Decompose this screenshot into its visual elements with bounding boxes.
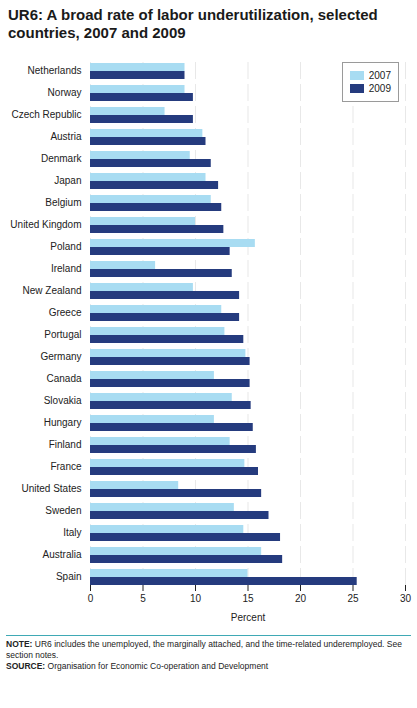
svg-text:10: 10 — [190, 593, 202, 604]
html-text:2009: 2009 — [368, 83, 391, 94]
svg-text:Denmark: Denmark — [41, 153, 83, 164]
svg-text:Ireland: Ireland — [51, 263, 82, 274]
svg-text:United Kingdom: United Kingdom — [10, 219, 81, 230]
svg-text:30: 30 — [400, 593, 412, 604]
svg-text:Canada: Canada — [46, 373, 81, 384]
html-text:UR6: A broad rate of labor und: UR6: A broad rate of labor underutilizat… — [8, 6, 378, 41]
html-text:2007: 2007 — [368, 70, 391, 81]
svg-text:United States: United States — [21, 483, 81, 494]
svg-text:Hungary: Hungary — [44, 417, 82, 428]
svg-text:Italy: Italy — [63, 527, 81, 538]
svg-text:New Zealand: New Zealand — [23, 285, 82, 296]
svg-text:Australia: Australia — [43, 549, 82, 560]
svg-text:France: France — [50, 461, 82, 472]
svg-text:Poland: Poland — [50, 241, 81, 252]
svg-text:Greece: Greece — [49, 307, 82, 318]
svg-text:Spain: Spain — [56, 571, 82, 582]
svg-text:20: 20 — [295, 593, 307, 604]
svg-text:Finland: Finland — [49, 439, 82, 450]
svg-text:Slovakia: Slovakia — [44, 395, 82, 406]
svg-text:Netherlands: Netherlands — [28, 65, 82, 76]
svg-text:0: 0 — [88, 593, 94, 604]
svg-text:Belgium: Belgium — [45, 197, 81, 208]
svg-text:Austria: Austria — [50, 131, 82, 142]
svg-text:15: 15 — [242, 593, 254, 604]
svg-text:Portugal: Portugal — [44, 329, 81, 340]
svg-text:5: 5 — [140, 593, 146, 604]
svg-text:Sweden: Sweden — [45, 505, 81, 516]
html-text:NOTE: UR6 includes the unemplo: NOTE: UR6 includes the unemployed, the m… — [6, 639, 402, 660]
html-text:SOURCE: Organisation for Econo: SOURCE: Organisation for Economic Co-ope… — [6, 661, 269, 671]
svg-text:Germany: Germany — [40, 351, 81, 362]
svg-text:Percent: Percent — [231, 612, 266, 623]
svg-text:Japan: Japan — [54, 175, 81, 186]
svg-text:25: 25 — [347, 593, 359, 604]
svg-text:Norway: Norway — [48, 87, 82, 98]
svg-text:Czech Republic: Czech Republic — [11, 109, 81, 120]
